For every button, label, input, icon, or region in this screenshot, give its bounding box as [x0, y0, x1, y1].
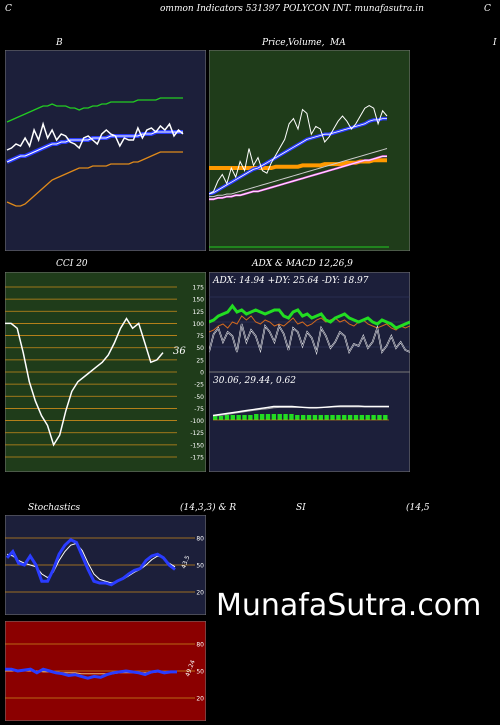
rsi-line	[5, 667, 177, 680]
macd-histogram-bar	[371, 415, 376, 420]
cci-tick-label: -25	[194, 382, 204, 389]
cci-tick-label: 50	[196, 345, 204, 352]
header-title: ommon Indicators 531397 POLYCON INT. mun…	[160, 4, 424, 14]
macd-histogram-bar	[259, 414, 265, 420]
adx-plus-di-line	[209, 303, 410, 330]
macd-histogram-bar	[295, 415, 300, 420]
stochastics-chart: 80 50 20 43.5	[5, 515, 206, 615]
rsi-title-right: (14,5	[406, 503, 430, 513]
price-ma-long-1	[209, 148, 388, 198]
cci-tick-label: -50	[194, 394, 204, 401]
macd-histogram-bar	[330, 415, 335, 420]
bb-title: B	[56, 38, 63, 48]
macd-histogram-bar	[301, 415, 306, 420]
rsi-tick-label: 50	[196, 669, 204, 676]
cci-chart: 175 150 125 100 75 50 25 0 -25 -50 -75 -100 -125 -150…	[5, 272, 206, 472]
macd-values-label: 30.06, 29.44, 0.62	[213, 376, 296, 386]
stoch-tick-label: 20	[196, 590, 204, 597]
adx-macd-chart: ADX: 14.94 +DY: 25.64 -DY: 18.97 30.06, …	[209, 272, 410, 472]
macd-line	[212, 405, 389, 417]
price-title-a: Price,	[262, 38, 289, 48]
bb-middle-band-highlight	[6, 131, 183, 163]
rsi-tick-label: 80	[196, 642, 204, 649]
macd-histogram-bar	[318, 415, 323, 420]
price-line	[209, 105, 388, 195]
macd-histogram-bar	[283, 414, 288, 420]
rsi-title-left: SI	[296, 503, 306, 513]
cci-tick-label: 0	[200, 370, 204, 377]
macd-histogram-bar	[218, 416, 224, 420]
macd-histogram-bar	[277, 414, 282, 420]
price-chart	[209, 50, 410, 251]
adx-values-label: ADX: 14.94 +DY: 25.64 -DY: 18.97	[212, 276, 369, 286]
header-right-letter: C	[484, 4, 491, 14]
cci-panel: 175 150 125 100 75 50 25 0 -25 -50 -75 -100 -125 -150…	[5, 272, 206, 472]
bb-price-line	[6, 121, 184, 151]
macd-histogram-bar	[312, 415, 318, 420]
macd-histogram-bar	[353, 415, 359, 420]
watermark: MunafaSutra.com	[216, 588, 482, 623]
cci-tick-label: -175	[190, 455, 204, 462]
price-ma-long-2-highlight	[209, 155, 387, 200]
cci-tick-label: 100	[193, 321, 205, 328]
cci-current-value: 36	[173, 346, 186, 357]
macd-histogram-bar	[347, 415, 353, 420]
macd-histogram-bar	[224, 415, 230, 420]
stoch-title-left: Stochastics	[28, 503, 81, 513]
macd-histogram-bar	[236, 415, 241, 420]
adx-line-inner	[209, 323, 410, 354]
stoch-k-line	[5, 538, 176, 587]
adx-minus-di-line	[209, 315, 410, 333]
cci-tick-label: 75	[196, 333, 204, 340]
price-title-b: Volume,	[288, 38, 325, 48]
rsi-panel: 80 50 20 49.24	[5, 621, 206, 721]
cci-tick-label: -125	[190, 430, 204, 437]
adx-title: ADX & MACD 12,26,9	[252, 259, 353, 269]
cci-line	[5, 317, 164, 447]
macd-histogram-bar	[383, 415, 388, 420]
cci-tick-label: 175	[193, 285, 205, 292]
macd-histogram-bar	[271, 414, 277, 420]
macd-histogram-bar	[359, 415, 365, 420]
bollinger-panel	[5, 50, 206, 251]
macd-histogram-bar	[306, 415, 312, 420]
bb-lower-band	[6, 151, 183, 207]
cci-tick-label: -75	[194, 406, 204, 413]
macd-histogram-bar	[230, 415, 235, 420]
cci-tick-label: 25	[196, 357, 204, 364]
stochastics-panel: 80 50 20 43.5	[5, 515, 206, 615]
cci-tick-label: 125	[193, 309, 205, 316]
macd-histogram-bar	[324, 415, 329, 420]
stoch-value-label: 43.5	[180, 555, 191, 570]
macd-histogram-bar	[289, 414, 294, 420]
header-left-letter: C	[5, 4, 12, 14]
cci-tick-label: -100	[190, 418, 204, 425]
macd-histogram-bar	[342, 415, 347, 420]
stoch-title-right: (14,3,3) & R	[180, 503, 237, 513]
macd-histogram-bar	[336, 415, 341, 420]
macd-histogram-bar	[242, 415, 247, 420]
price-title-cut: I	[493, 38, 497, 48]
macd-histogram-bar	[248, 415, 253, 420]
bb-upper-band	[6, 97, 183, 123]
price-panel	[209, 50, 410, 251]
stoch-tick-label: 80	[196, 536, 204, 543]
macd-histogram-bar	[254, 414, 259, 420]
cci-title: CCI 20	[56, 259, 88, 269]
cci-tick-label: -150	[190, 442, 204, 449]
bollinger-chart	[5, 50, 206, 251]
price-title-c: MA	[330, 38, 346, 48]
rsi-tick-label: 20	[196, 696, 204, 703]
macd-histogram-bar	[365, 415, 370, 420]
macd-histogram-bar	[377, 415, 382, 420]
price-ma-short-highlight	[209, 118, 387, 195]
cci-tick-label: 150	[193, 297, 205, 304]
macd-histogram-bar	[265, 414, 271, 420]
stoch-tick-label: 50	[196, 563, 204, 570]
adx-macd-panel: ADX: 14.94 +DY: 25.64 -DY: 18.97 30.06, …	[209, 272, 410, 472]
macd-histogram-bar	[213, 416, 218, 420]
